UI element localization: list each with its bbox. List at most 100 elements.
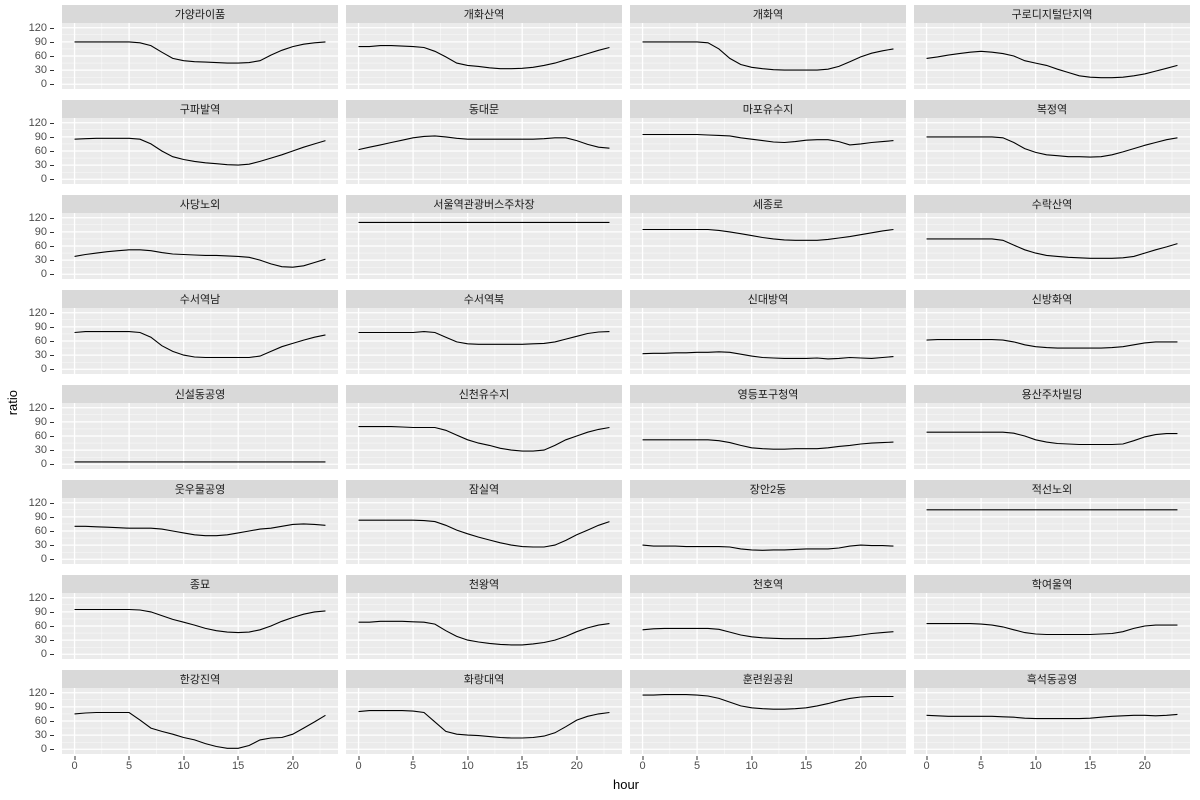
facet-title: 훈련원공원 — [742, 674, 794, 686]
panel-svg — [62, 498, 338, 564]
y-tick-label: 30 — [34, 729, 47, 742]
line-series — [643, 42, 894, 70]
x-tick-mark — [642, 756, 644, 760]
panel-svg — [346, 593, 622, 659]
panel-svg — [346, 23, 622, 89]
facet-panel: 서울역관광버스주차장 — [346, 195, 622, 279]
panel-svg — [62, 593, 338, 659]
facet-plot-area — [346, 498, 622, 564]
facet-row: 120 90 60 30 0 구파발역 동대문 마포유수지 복정역 — [20, 100, 1190, 185]
facet-plot-area — [346, 23, 622, 89]
facet-plot-area — [630, 213, 906, 279]
facet-panel: 수서역북 — [346, 290, 622, 374]
facet-plot-area — [62, 213, 338, 279]
x-axis-ticks: 0 5 10 15 20 — [62, 756, 338, 774]
facet-panel: 개화산역 — [346, 5, 622, 89]
facet-strip: 신천유수지 — [346, 385, 622, 403]
y-axis-title-container: ratio — [4, 5, 20, 800]
panel-svg — [630, 308, 906, 374]
facet-title: 한강진역 — [179, 674, 221, 686]
panel-svg — [914, 498, 1190, 564]
facet-title: 종묘 — [189, 579, 211, 591]
y-tick-label: 0 — [40, 363, 47, 376]
y-tick-mark — [50, 56, 54, 57]
y-tick-mark — [50, 122, 54, 124]
facet-strip: 장안2동 — [630, 480, 906, 498]
facet-plot-area — [62, 308, 338, 374]
facet-strip: 구로디지털단지역 — [914, 5, 1190, 23]
facet-title: 용산주차빌딩 — [1021, 389, 1083, 401]
panel-svg — [346, 688, 622, 754]
facet-plot-area — [62, 118, 338, 184]
y-tick-label: 90 — [34, 35, 47, 48]
x-tick-label: 0 — [71, 760, 78, 772]
x-axis-title: hour — [612, 777, 640, 792]
facet-strip: 흑석동공영 — [914, 670, 1190, 688]
y-tick-label: 30 — [34, 159, 47, 172]
facet-plot-area — [914, 593, 1190, 659]
line-series — [927, 340, 1178, 349]
x-tick-label: 20 — [286, 760, 299, 772]
facet-panel: 천호역 — [630, 575, 906, 659]
line-series — [359, 332, 610, 345]
x-tick-mark — [980, 756, 982, 760]
facet-strip: 수락산역 — [914, 195, 1190, 213]
y-tick-label: 60 — [34, 335, 47, 347]
y-tick-mark — [50, 355, 54, 357]
x-axis-ticks: 0 5 10 15 20 — [630, 756, 906, 774]
y-tick-mark — [50, 165, 54, 167]
facet-panel: 영등포구청역 — [630, 385, 906, 469]
y-tick-mark — [50, 260, 54, 262]
y-tick-mark — [50, 84, 54, 86]
x-tick-label: 10 — [177, 760, 190, 772]
x-tick-label: 0 — [355, 760, 362, 772]
facet-plot-area — [346, 118, 622, 184]
facet-plot-area — [630, 593, 906, 659]
facet-strip: 신설동공영 — [62, 385, 338, 403]
y-tick-label: 120 — [28, 211, 47, 224]
y-tick-label: 0 — [40, 78, 47, 91]
facet-strip: 훈련원공원 — [630, 670, 906, 688]
facet-plot-area — [62, 498, 338, 564]
facet-row: 120 90 60 30 0 웃우물공영 잠실역 장안2동 적선노외 — [20, 480, 1190, 565]
line-series — [75, 610, 326, 633]
x-axis-ticks: 0 5 10 15 20 — [346, 756, 622, 774]
x-tick-label: 0 — [639, 760, 646, 772]
facet-title: 구로디지털단지역 — [1011, 9, 1093, 21]
y-tick-mark — [50, 41, 54, 43]
x-tick-mark — [358, 756, 360, 760]
y-tick-mark — [50, 559, 54, 561]
y-tick-label: 30 — [34, 64, 47, 77]
line-series — [643, 545, 894, 550]
y-tick-mark — [50, 721, 54, 722]
line-series — [927, 714, 1178, 718]
y-tick-mark — [50, 179, 54, 181]
facet-plot-area — [62, 688, 338, 754]
panel-svg — [62, 308, 338, 374]
facet-panel: 웃우물공영 — [62, 480, 338, 564]
panel-svg — [346, 498, 622, 564]
panel-svg — [630, 213, 906, 279]
x-tick-mark — [412, 756, 414, 760]
facet-title: 신대방역 — [747, 294, 789, 306]
panel-svg — [62, 213, 338, 279]
facet-title: 마포유수지 — [742, 104, 794, 116]
y-tick-label: 90 — [34, 510, 47, 523]
facet-title: 세종로 — [752, 199, 784, 211]
facet-title: 구파발역 — [179, 104, 221, 116]
x-tick-label: 20 — [854, 760, 867, 772]
x-axis-spacer — [20, 756, 54, 774]
facet-panel: 신대방역 — [630, 290, 906, 374]
facet-plot-area — [630, 23, 906, 89]
facet-plot-area — [346, 593, 622, 659]
x-tick-mark — [926, 756, 928, 760]
facet-panel: 개화역 — [630, 5, 906, 89]
facet-grid: 120 90 60 30 0 가양라이품 개화산역 개화역 구로디지털단지역 120 90… — [20, 5, 1190, 800]
y-tick-label: 0 — [40, 458, 47, 471]
y-tick-label: 120 — [28, 496, 47, 509]
y-axis-ticks: 120 90 60 30 0 — [20, 385, 54, 471]
y-tick-label: 60 — [34, 240, 47, 252]
facet-plot-area — [914, 23, 1190, 89]
y-tick-label: 90 — [34, 130, 47, 143]
x-tick-mark — [751, 756, 753, 760]
